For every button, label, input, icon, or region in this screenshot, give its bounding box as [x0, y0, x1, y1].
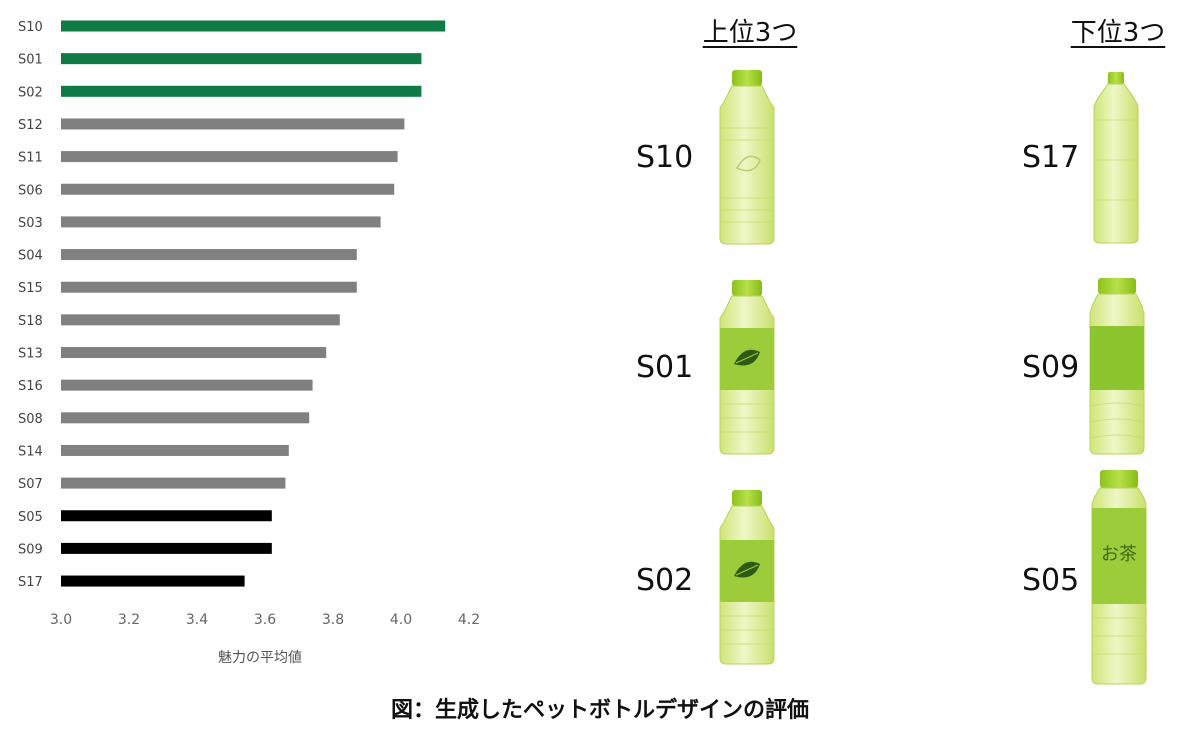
bar-s02	[61, 85, 422, 97]
bottom3-label-3: S05	[1022, 563, 1080, 598]
bar-s12	[61, 118, 405, 130]
x-tick-label: 3.8	[322, 612, 344, 628]
bar-s09	[61, 542, 272, 554]
bottom3-heading: 下位3つ	[1070, 18, 1166, 48]
category-label-s14: S14	[18, 444, 43, 459]
category-label-s07: S07	[18, 477, 43, 492]
category-label-s03: S03	[18, 216, 43, 231]
bar-s01	[61, 53, 422, 65]
bottle-s02-image	[719, 490, 775, 665]
bar-s17	[61, 575, 245, 587]
category-label-s18: S18	[18, 314, 43, 329]
bar-s14	[61, 444, 289, 456]
x-tick-label: 4.2	[458, 612, 480, 628]
bar-s16	[61, 379, 313, 391]
bottle-s05-text: お茶	[1101, 544, 1137, 565]
top3-label-1: S10	[636, 140, 694, 175]
category-label-s15: S15	[18, 281, 43, 296]
bar-s08	[61, 412, 310, 424]
bottle-s17-image	[1093, 72, 1139, 244]
figure-caption: 図：生成したペットボトルデザインの評価	[390, 698, 809, 723]
bar-s07	[61, 477, 286, 489]
bar-s05	[61, 510, 272, 522]
bottle-s09-image	[1089, 278, 1145, 455]
category-label-s06: S06	[18, 183, 43, 198]
category-label-s04: S04	[18, 249, 43, 264]
x-tick-label: 3.4	[186, 612, 208, 628]
bar-s06	[61, 183, 395, 195]
bar-s10	[61, 20, 446, 32]
x-tick-label: 3.6	[254, 612, 276, 628]
top3-label-2: S01	[636, 350, 694, 385]
x-axis-title: 魅力の平均値	[218, 650, 302, 666]
top3-label-3: S02	[636, 563, 694, 598]
category-label-s13: S13	[18, 347, 43, 362]
category-label-s10: S10	[18, 20, 43, 35]
top3-heading: 上位3つ	[702, 18, 798, 48]
bar-s18	[61, 314, 340, 326]
category-label-s17: S17	[18, 575, 43, 590]
bottle-s10-image	[719, 70, 775, 245]
bottom3-label-1: S17	[1022, 140, 1080, 175]
category-label-s16: S16	[18, 379, 43, 394]
category-label-s12: S12	[18, 118, 43, 133]
bottle-s05-image: お茶	[1091, 470, 1147, 685]
bottom3-label-2: S09	[1022, 350, 1080, 385]
bar-s11	[61, 151, 398, 163]
category-label-s01: S01	[18, 53, 43, 68]
x-tick-label: 3.2	[118, 612, 140, 628]
bar-s15	[61, 281, 357, 293]
bar-s04	[61, 249, 357, 261]
category-label-s11: S11	[18, 151, 43, 166]
x-tick-labels: 3.0 3.2 3.4 3.6 3.8 4.0 4.2	[50, 612, 480, 628]
bar-chart: S10 S01 S02 S12 S11 S06 S03 S04 S15 S18 S13 S16 S08 S…	[18, 20, 480, 666]
bars-layer	[61, 20, 446, 587]
category-label-s02: S02	[18, 85, 43, 100]
x-tick-label: 3.0	[50, 612, 72, 628]
category-labels: S10 S01 S02 S12 S11 S06 S03 S04 S15 S18 S13 S16 S08 S…	[18, 20, 43, 590]
category-label-s05: S05	[18, 510, 43, 525]
bottle-s01-image	[719, 280, 775, 455]
category-label-s09: S09	[18, 542, 43, 557]
bar-s03	[61, 216, 381, 228]
x-tick-label: 4.0	[390, 612, 412, 628]
bar-s13	[61, 347, 327, 358]
category-label-s08: S08	[18, 412, 43, 427]
